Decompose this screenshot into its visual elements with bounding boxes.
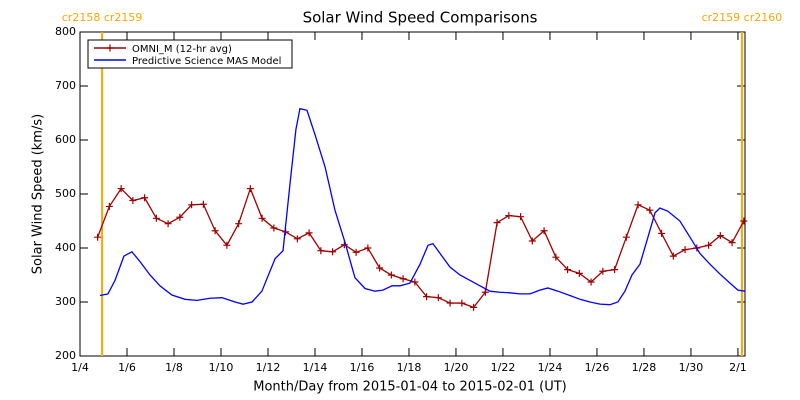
point-marker xyxy=(505,212,513,220)
point-marker xyxy=(129,196,137,204)
x-tick-label: 1/8 xyxy=(165,361,183,374)
point-marker xyxy=(164,220,172,228)
x-tick-label: 1/30 xyxy=(679,361,704,374)
point-marker xyxy=(481,288,489,296)
chart-title: Solar Wind Speed Comparisons xyxy=(303,9,538,27)
point-marker xyxy=(176,213,184,221)
x-tick-label: 1/6 xyxy=(118,361,136,374)
point-marker xyxy=(681,246,689,254)
point-marker xyxy=(188,201,196,209)
x-axis-label: Month/Day from 2015-01-04 to 2015-02-01 … xyxy=(253,380,566,395)
y-axis-label: Solar Wind Speed (km/s) xyxy=(31,114,46,274)
point-marker xyxy=(634,201,642,209)
y-tick-label: 800 xyxy=(55,25,76,38)
point-marker xyxy=(599,267,607,275)
point-marker xyxy=(669,252,677,260)
x-tick-label: 1/4 xyxy=(71,361,89,374)
point-marker xyxy=(458,299,466,307)
legend-box xyxy=(87,39,293,69)
point-marker xyxy=(94,233,102,241)
point-marker xyxy=(387,271,395,279)
y-tick-label: 300 xyxy=(55,295,76,308)
x-tick-label: 1/18 xyxy=(397,361,422,374)
point-marker xyxy=(705,241,713,249)
x-tick-label: 1/10 xyxy=(209,361,234,374)
point-marker xyxy=(446,299,454,307)
point-marker xyxy=(575,269,583,277)
series-line xyxy=(97,186,745,309)
point-marker xyxy=(199,200,207,208)
x-tick-label: 2/1 xyxy=(729,361,747,374)
point-marker xyxy=(399,275,407,283)
y-tick-label: 400 xyxy=(55,241,76,254)
carrington-label: cr2159 cr2160 xyxy=(702,11,783,24)
point-marker xyxy=(270,224,278,232)
point-marker xyxy=(470,303,478,311)
point-marker xyxy=(552,253,560,261)
x-tick-label: 1/24 xyxy=(538,361,563,374)
point-marker xyxy=(728,239,736,247)
point-marker xyxy=(223,241,231,249)
carrington-label: cr2158 cr2159 xyxy=(62,11,143,24)
point-marker xyxy=(364,244,372,252)
point-marker xyxy=(493,219,501,227)
x-tick-label: 1/20 xyxy=(444,361,469,374)
point-marker xyxy=(258,214,266,222)
y-tick-label: 600 xyxy=(55,133,76,146)
point-marker xyxy=(528,237,536,245)
point-marker xyxy=(646,206,654,214)
point-marker xyxy=(587,278,595,286)
point-marker xyxy=(105,202,113,210)
point-marker xyxy=(117,185,125,193)
legend-marker xyxy=(106,44,114,52)
point-marker xyxy=(411,278,419,286)
x-tick-label: 1/28 xyxy=(632,361,657,374)
point-marker xyxy=(376,264,384,272)
point-marker xyxy=(740,217,748,225)
legend-label: OMNI_M (12-hr avg) xyxy=(132,44,232,55)
point-marker xyxy=(517,213,525,221)
point-marker xyxy=(622,233,630,241)
y-tick-label: 700 xyxy=(55,79,76,92)
point-marker xyxy=(658,229,666,237)
point-marker xyxy=(293,235,301,243)
x-tick-label: 1/12 xyxy=(256,361,281,374)
legend-label: Predictive Science MAS Model xyxy=(132,56,281,67)
point-marker xyxy=(246,185,254,193)
point-marker xyxy=(716,232,724,240)
x-tick-label: 1/26 xyxy=(585,361,610,374)
y-tick-label: 500 xyxy=(55,187,76,200)
point-marker xyxy=(352,248,360,256)
point-marker xyxy=(211,227,219,235)
x-tick-label: 1/22 xyxy=(491,361,516,374)
point-marker xyxy=(235,220,243,228)
point-marker xyxy=(141,194,149,202)
point-marker xyxy=(564,266,572,274)
series-line xyxy=(99,107,746,306)
x-tick-label: 1/14 xyxy=(303,361,328,374)
point-marker xyxy=(611,266,619,274)
x-tick-label: 1/16 xyxy=(350,361,375,374)
point-marker xyxy=(329,248,337,256)
point-marker xyxy=(434,294,442,302)
y-tick-label: 200 xyxy=(55,349,76,362)
point-marker xyxy=(305,229,313,237)
point-marker xyxy=(423,293,431,301)
point-marker xyxy=(152,214,160,222)
point-marker xyxy=(540,227,548,235)
point-marker xyxy=(317,247,325,255)
